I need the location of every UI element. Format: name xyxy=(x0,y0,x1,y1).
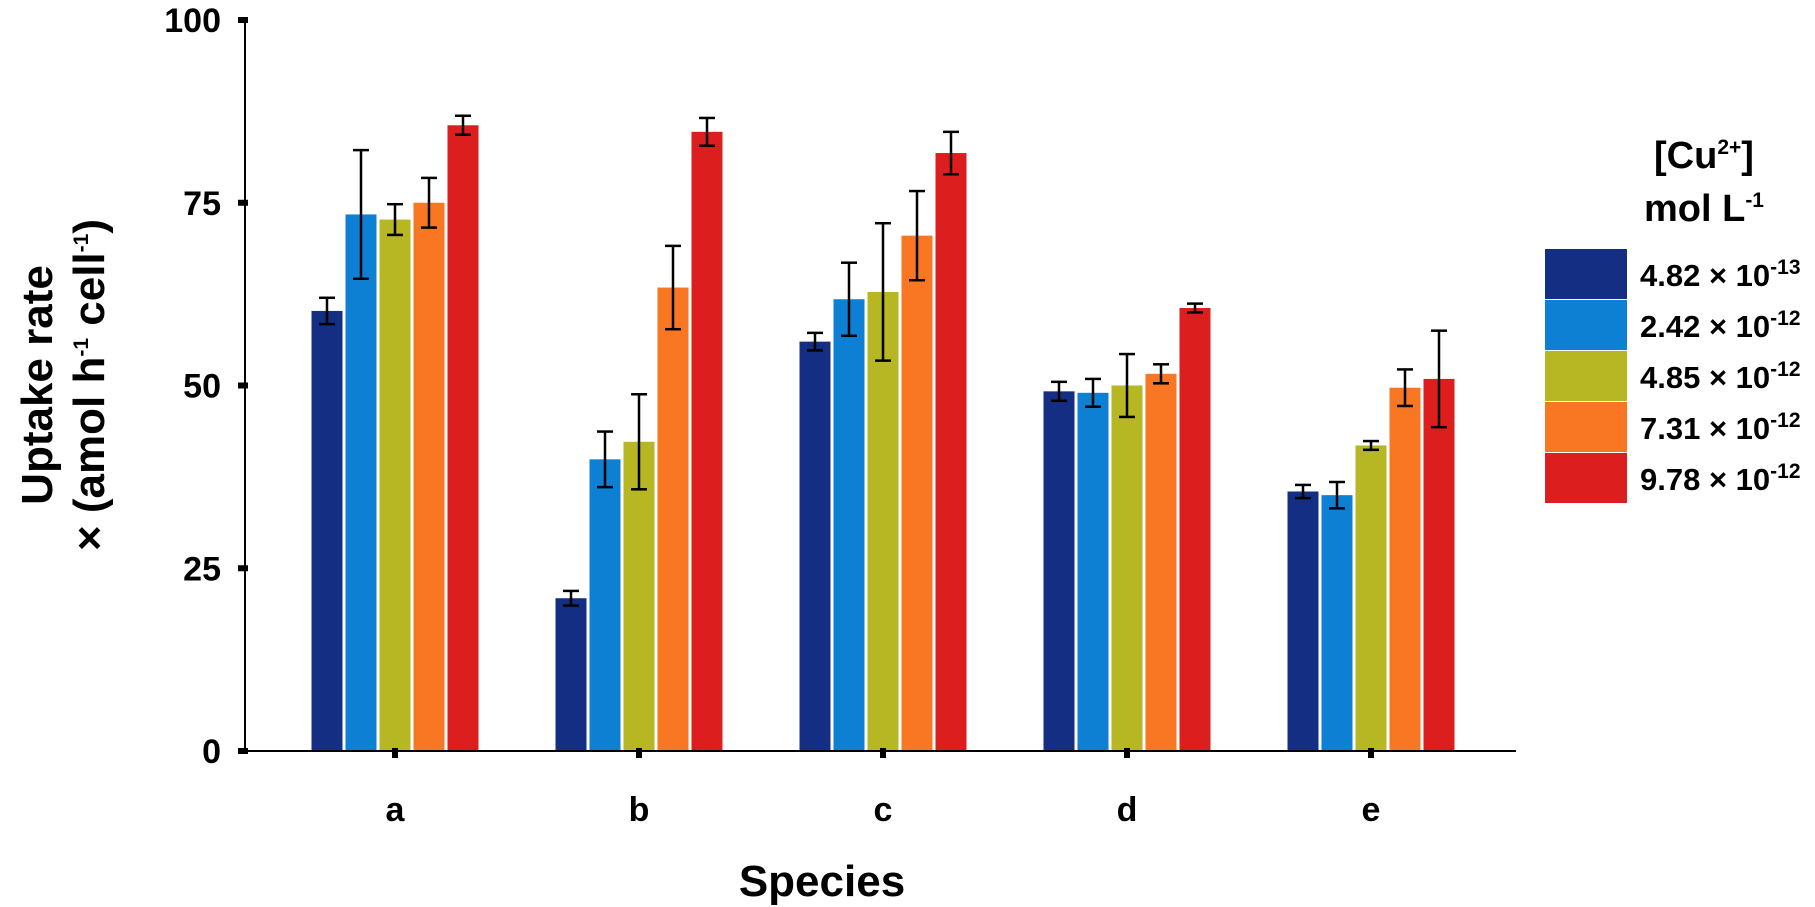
error-bars-layer xyxy=(319,114,1447,607)
y-axis-title-line2: × (amol h-1 cell-1) xyxy=(65,219,114,551)
bar-e-series-1 xyxy=(1287,491,1319,751)
y-axis-title-line1: Uptake rate xyxy=(13,265,62,505)
legend-swatch-4 xyxy=(1545,402,1627,452)
legend-label-5: 9.78 × 10-12 xyxy=(1640,460,1801,497)
bar-b-series-2 xyxy=(589,459,621,751)
bar-b-series-1 xyxy=(555,598,587,751)
bar-a-series-4 xyxy=(413,202,445,751)
bar-e-series-3 xyxy=(1355,445,1387,751)
error-bar-e-series-3 xyxy=(1363,439,1379,452)
error-bar-a-series-2 xyxy=(353,148,369,281)
bar-b-series-5 xyxy=(691,131,723,751)
bar-c-series-5 xyxy=(935,153,967,752)
error-bar-d-series-5 xyxy=(1187,302,1203,314)
error-bar-d-series-2 xyxy=(1085,377,1101,408)
x-tick-label-e: e xyxy=(1362,791,1381,829)
bar-a-series-1 xyxy=(311,310,343,751)
bar-e-series-2 xyxy=(1321,495,1353,751)
error-bar-a-series-1 xyxy=(319,296,335,326)
legend-swatch-5 xyxy=(1545,453,1627,503)
y-tick-label-100: 100 xyxy=(164,2,221,40)
bar-e-series-4 xyxy=(1389,387,1421,751)
bar-d-series-4 xyxy=(1145,373,1177,751)
legend-swatch-1 xyxy=(1545,249,1627,299)
legend-items: 4.82 × 10-13 2.42 × 10-12 4.85 × 10-12 7.31… xyxy=(1545,249,1801,503)
x-tick-label-a: a xyxy=(386,791,406,829)
bar-d-series-2 xyxy=(1077,392,1109,751)
error-bar-b-series-2 xyxy=(597,430,613,489)
bar-d-series-1 xyxy=(1043,391,1075,751)
error-bar-b-series-1 xyxy=(563,589,579,607)
legend-item-5: 9.78 × 10-12 xyxy=(1545,453,1801,503)
error-bar-a-series-3 xyxy=(387,202,403,237)
bar-c-series-1 xyxy=(799,341,831,751)
error-bar-e-series-5 xyxy=(1431,329,1447,429)
legend-title-line1: [Cu2+] xyxy=(1654,135,1754,177)
x-tick-label-d: d xyxy=(1117,791,1138,829)
legend-label-2: 2.42 × 10-12 xyxy=(1640,307,1801,344)
bar-a-series-2 xyxy=(345,214,377,752)
legend-swatch-3 xyxy=(1545,351,1627,401)
y-axis-title: Uptake rate × (amol h-1 cell-1) xyxy=(13,219,114,551)
error-bar-c-series-3 xyxy=(875,221,891,362)
error-bar-c-series-5 xyxy=(943,130,959,176)
error-bar-e-series-4 xyxy=(1397,368,1413,408)
y-tick-label-50: 50 xyxy=(183,368,221,406)
legend-label-3: 4.85 × 10-12 xyxy=(1640,358,1801,395)
legend-item-3: 4.85 × 10-12 xyxy=(1545,351,1801,401)
error-bar-d-series-3 xyxy=(1119,352,1135,419)
legend-label-1: 4.82 × 10-13 xyxy=(1640,256,1801,293)
bar-c-series-2 xyxy=(833,299,865,751)
legend-label-4: 7.31 × 10-12 xyxy=(1640,409,1801,446)
legend-item-1: 4.82 × 10-13 xyxy=(1545,249,1801,299)
error-bar-c-series-1 xyxy=(807,331,823,352)
error-bar-d-series-1 xyxy=(1051,380,1067,403)
x-axis-title: Species xyxy=(739,857,905,906)
bar-c-series-3 xyxy=(867,291,899,751)
bar-d-series-5 xyxy=(1179,308,1211,751)
bars-layer xyxy=(311,125,1455,752)
error-bar-e-series-2 xyxy=(1329,480,1345,510)
error-bar-b-series-5 xyxy=(699,116,715,147)
bar-a-series-3 xyxy=(379,219,411,752)
error-bar-e-series-1 xyxy=(1295,483,1311,500)
bar-b-series-3 xyxy=(623,441,655,751)
error-bar-a-series-4 xyxy=(421,176,437,229)
bar-b-series-4 xyxy=(657,287,689,751)
y-tick-label-25: 25 xyxy=(183,550,221,588)
error-bar-a-series-5 xyxy=(455,114,471,137)
bar-a-series-5 xyxy=(447,125,479,752)
legend-swatch-2 xyxy=(1545,300,1627,350)
x-tick-label-c: c xyxy=(874,791,893,829)
y-tick-label-75: 75 xyxy=(183,185,221,223)
legend-item-4: 7.31 × 10-12 xyxy=(1545,402,1801,452)
bar-c-series-4 xyxy=(901,235,933,751)
error-bar-c-series-4 xyxy=(909,189,925,282)
bar-d-series-3 xyxy=(1111,385,1143,751)
y-ticks-layer: 0 25 50 75 100 xyxy=(164,2,248,771)
y-tick-label-0: 0 xyxy=(202,733,221,771)
legend: [Cu2+] mol L-1 4.82 × 10-132.42 × 10-124… xyxy=(1545,135,1801,503)
error-bar-c-series-2 xyxy=(841,261,857,338)
x-ticks-layer: a b c d e xyxy=(386,748,1381,829)
legend-title-line2: mol L-1 xyxy=(1644,188,1764,230)
error-bar-b-series-4 xyxy=(665,244,681,331)
error-bar-d-series-4 xyxy=(1153,363,1169,385)
legend-item-2: 2.42 × 10-12 xyxy=(1545,300,1801,350)
x-tick-label-b: b xyxy=(629,791,650,829)
bar-e-series-5 xyxy=(1423,378,1455,751)
error-bar-b-series-3 xyxy=(631,393,647,491)
